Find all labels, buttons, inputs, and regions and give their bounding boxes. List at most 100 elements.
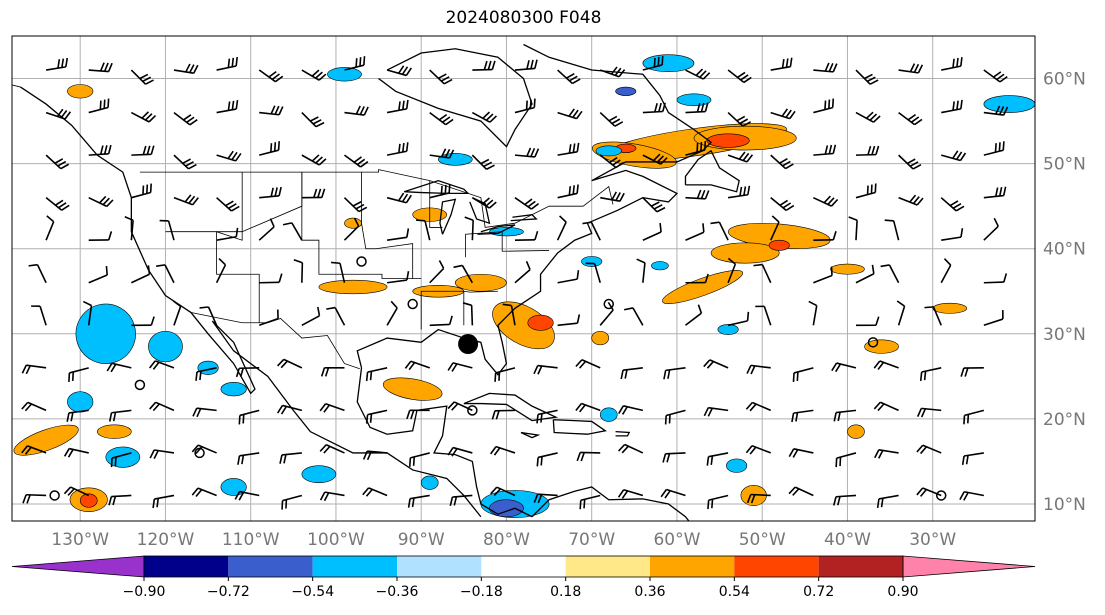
wind-barb [407,494,430,508]
wind-barb [472,60,496,71]
wind-barb [703,359,729,369]
wind-barb [642,55,664,71]
longitude-labels: 130°W 120°W 110°W 100°W 90°W 80°W 70°W 60°W 50°W… [51,530,956,550]
wind-barb [216,150,242,162]
lat-tick-label: 50°N [1043,155,1086,175]
wind-barb [514,230,539,242]
wind-barb [471,154,495,170]
wind-barb [514,261,531,284]
wind-barb [941,99,963,114]
wind-barb [149,449,175,460]
wind-barb [471,196,497,209]
wind-barb [429,183,451,199]
wind-barb [192,407,217,418]
wind-barb [45,108,72,120]
wind-barb [791,409,814,423]
wind-barb [813,231,837,242]
wind-barb [876,494,899,508]
field-contour [651,261,669,271]
wind-barb [408,452,430,467]
wind-barb [745,444,772,455]
wind-barb [82,300,93,326]
wind-barb [557,270,580,284]
wind-barb [235,367,260,378]
wind-barb [386,192,412,204]
wind-barb [301,69,327,81]
wind-barb [788,448,814,458]
lon-tick-label: 50°W [739,530,786,550]
lon-tick-label: 120°W [137,530,195,550]
wind-barb [727,69,752,84]
wind-barb [88,62,113,73]
wind-barb [319,491,345,502]
coastline [510,213,538,222]
wind-barb [855,111,881,123]
wind-barb [727,257,737,284]
field-contour [599,407,618,422]
wind-barb [873,401,899,412]
wind-barb [124,216,134,241]
wind-barb [874,448,899,459]
calm-circle [603,298,614,310]
wind-barb [131,265,151,284]
wind-barb [130,69,154,85]
wind-barb [156,264,175,284]
field-contour [864,339,899,354]
wind-barb [301,154,327,166]
wind-barb [276,404,303,415]
wind-barb [326,306,346,326]
map-title: 2024080300 F048 [445,8,602,28]
wind-barb [600,191,625,202]
wind-barb [159,219,175,241]
wind-barb [21,364,47,375]
map-frame [11,35,1036,522]
field-contour [220,382,247,397]
wind-barb [344,105,369,116]
wind-barb [215,257,227,284]
coastline [520,431,541,439]
location-marker [458,334,479,355]
wind-barb [110,452,132,468]
wind-barb [68,367,89,382]
wind-barb [282,222,303,241]
wind-barb [556,215,567,241]
field-contour [318,279,388,295]
wind-barb [575,402,601,413]
coastline [552,419,607,435]
wind-barb [173,154,197,170]
wind-barb [344,56,366,71]
wind-barb [916,407,942,418]
wind-barb [880,264,900,284]
wind-barb [916,487,942,497]
colorbar-tick-label: −0.54 [291,584,334,600]
wind-barb [753,263,772,284]
lon-tick-label: 90°W [398,530,445,550]
wind-barb [813,144,837,156]
colorbar-tick-label: 0.36 [634,584,665,600]
coastline [463,392,559,422]
wind-barb [557,69,581,85]
wind-barb [415,219,431,241]
wind-barb [960,367,984,377]
wind-barb [301,112,325,128]
wind-barb [557,314,581,327]
lon-tick-label: 40°W [824,530,871,550]
wind-barb [514,147,540,158]
wind-barb [855,316,880,327]
colorbar-tick-label: −0.90 [123,584,166,600]
wind-barb [769,215,780,241]
wind-barb [660,488,686,499]
field-contour [717,324,739,335]
wind-barb [582,221,601,241]
field-contour [581,256,603,267]
wind-barb [21,401,47,412]
wind-barb [707,494,729,510]
wind-barb [195,367,217,381]
calm-circle [467,405,478,416]
wind-barb [149,401,175,412]
field-contour [489,499,524,518]
colorbar-segment [734,556,819,577]
field-contour [492,301,555,350]
wind-barb [319,402,345,413]
wind-barb [494,367,516,382]
